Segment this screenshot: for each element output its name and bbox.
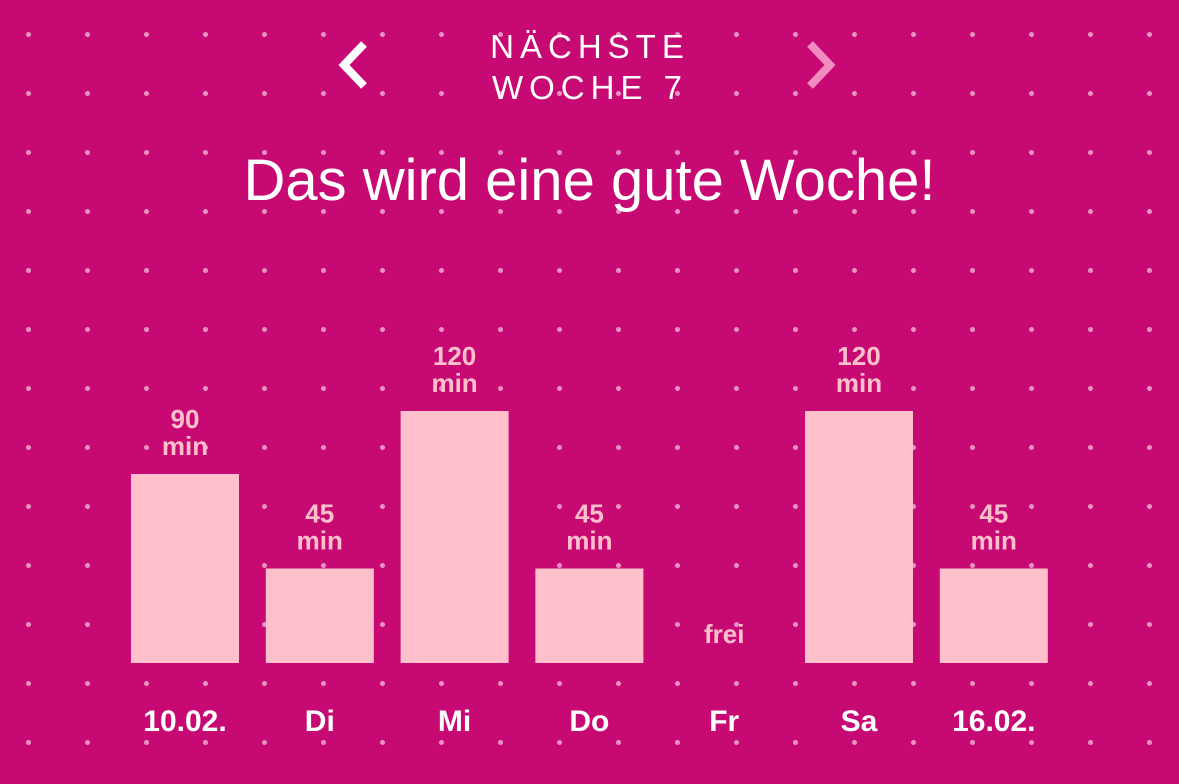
value-label: 90 min <box>162 404 208 461</box>
previous-week-button[interactable] <box>330 36 382 94</box>
value-label: 45 min <box>297 499 343 556</box>
category-label: Do <box>569 705 609 738</box>
week-navigation: NÄCHSTE WOCHE 7 <box>0 26 1179 110</box>
bar-sa <box>805 411 913 663</box>
bar-1602 <box>939 568 1048 663</box>
value-label: 120 min <box>431 341 477 398</box>
value-label: 45 min <box>971 499 1017 556</box>
week-headline: Das wird eine gute Woche! <box>243 148 936 213</box>
week-title-line2: WOCHE 7 <box>491 69 688 106</box>
value-label: frei <box>704 619 744 649</box>
next-week-button[interactable] <box>796 36 848 94</box>
category-label: Mi <box>438 705 471 738</box>
category-label: 16.02. <box>952 705 1035 738</box>
category-label: Fr <box>709 705 739 738</box>
chevron-left-icon <box>338 41 367 89</box>
category-label: 10.02. <box>143 705 226 738</box>
bar-1002 <box>131 474 239 663</box>
chevron-right-icon <box>807 41 836 89</box>
category-label: Di <box>305 705 335 738</box>
value-label: 120 min <box>836 341 882 398</box>
bar-di <box>265 568 374 663</box>
bar-mi <box>400 411 509 663</box>
bar-do <box>535 568 644 663</box>
week-title-line1: NÄCHSTE <box>490 28 690 65</box>
week-title: NÄCHSTE WOCHE 7 <box>420 26 760 108</box>
value-label: 45 min <box>566 499 612 556</box>
category-label: Sa <box>841 705 878 738</box>
